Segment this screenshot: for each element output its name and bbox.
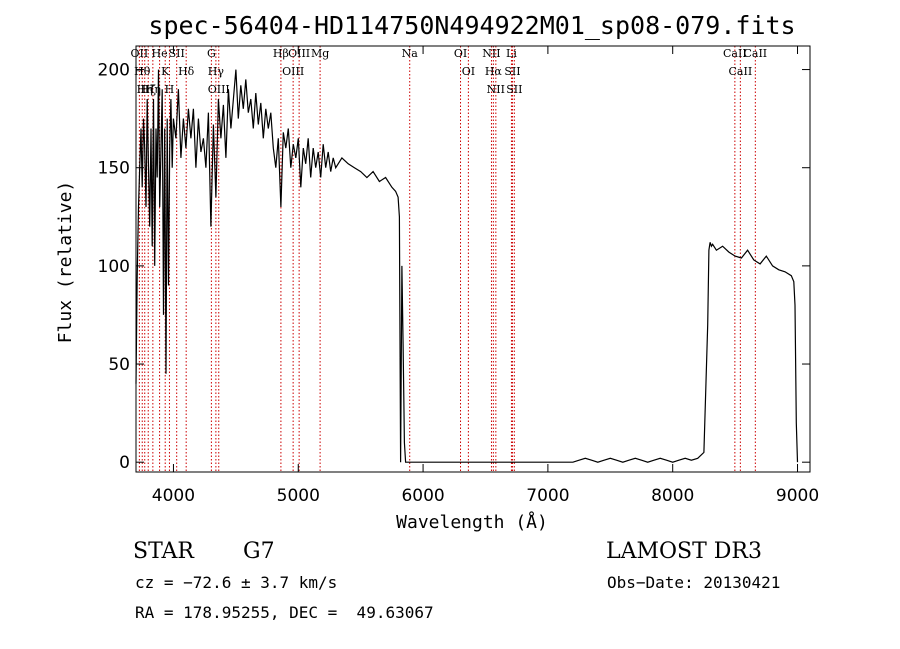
spectral-line-label: Hη [137,83,153,96]
spectral-line-label: H [165,83,175,96]
spectral-line-label: NII [487,83,505,96]
spectral-line-label: SII [506,83,522,96]
spectral-line-label: Hβ [273,47,289,60]
spectral-line-label: OIII [288,47,310,60]
x-tick-label: 5000 [277,486,320,506]
spectral-line-label: CaII [729,65,753,78]
object-class-label: STAR [133,539,194,564]
y-tick-label: 150 [98,159,130,179]
redshift-velocity-text: cz = −72.6 ± 3.7 km/s [135,573,338,592]
survey-label: LAMOST DR3 [606,539,762,564]
spectral-line-label: Mg [311,47,329,60]
spectral-line-label: CaII [723,47,747,60]
spectral-line-label: CaII [743,47,767,60]
plot-frame [135,45,811,473]
spectral-line-label: OI [462,65,475,78]
spectral-line-label: K [161,65,170,78]
spectral-line-label: OIII [208,83,230,96]
spectral-line-label: OI [454,47,467,60]
x-axis-ticks: 4000 5000 6000 7000 8000 9000 [152,46,819,506]
object-subclass-label: G7 [243,539,275,564]
y-tick-label: 50 [108,355,130,375]
spectral-line-label: Na [402,47,419,60]
spectral-line-label: Hζ [140,83,156,96]
x-tick-label: 9000 [776,486,819,506]
spectral-line-label: Hγ [208,65,225,78]
chart-title: spec-56404-HD114750N494922M01_sp08-079.f… [148,11,795,40]
y-tick-label: 100 [98,257,130,277]
spectral-line-label: Hδ [178,65,195,78]
spectral-line-label: Hη [145,83,161,96]
coordinates-text: RA = 178.95255, DEC = 49.63067 [135,603,434,622]
spectral-line-label: OII [131,47,149,60]
spectral-line-label: He [152,47,168,60]
x-tick-label: 8000 [651,486,694,506]
spectrum-series-line [135,69,799,463]
x-axis-label: Wavelength (Å) [396,511,548,533]
spectral-line-label: SII [169,47,185,60]
spectral-line-label: Hθ [134,65,151,78]
spectral-line-label: SII [504,65,520,78]
y-tick-label: 0 [119,453,130,473]
x-tick-label: 4000 [152,486,195,506]
spectral-line-label: Li [506,47,517,60]
y-axis-ticks: 0 50 100 150 200 [98,61,810,473]
spectral-line-label: G [207,47,216,60]
x-tick-label: 7000 [526,486,569,506]
observation-date-text: Obs−Date: 20130421 [607,573,781,592]
y-tick-label: 200 [98,61,130,81]
spectral-line-label: NII [482,47,500,60]
y-axis-label: Flux (relative) [55,181,76,344]
x-tick-label: 6000 [401,486,444,506]
spectral-line-label: OIII [282,65,304,78]
spectral-line-markers [138,46,756,472]
spectral-line-label: Hα [485,65,503,78]
